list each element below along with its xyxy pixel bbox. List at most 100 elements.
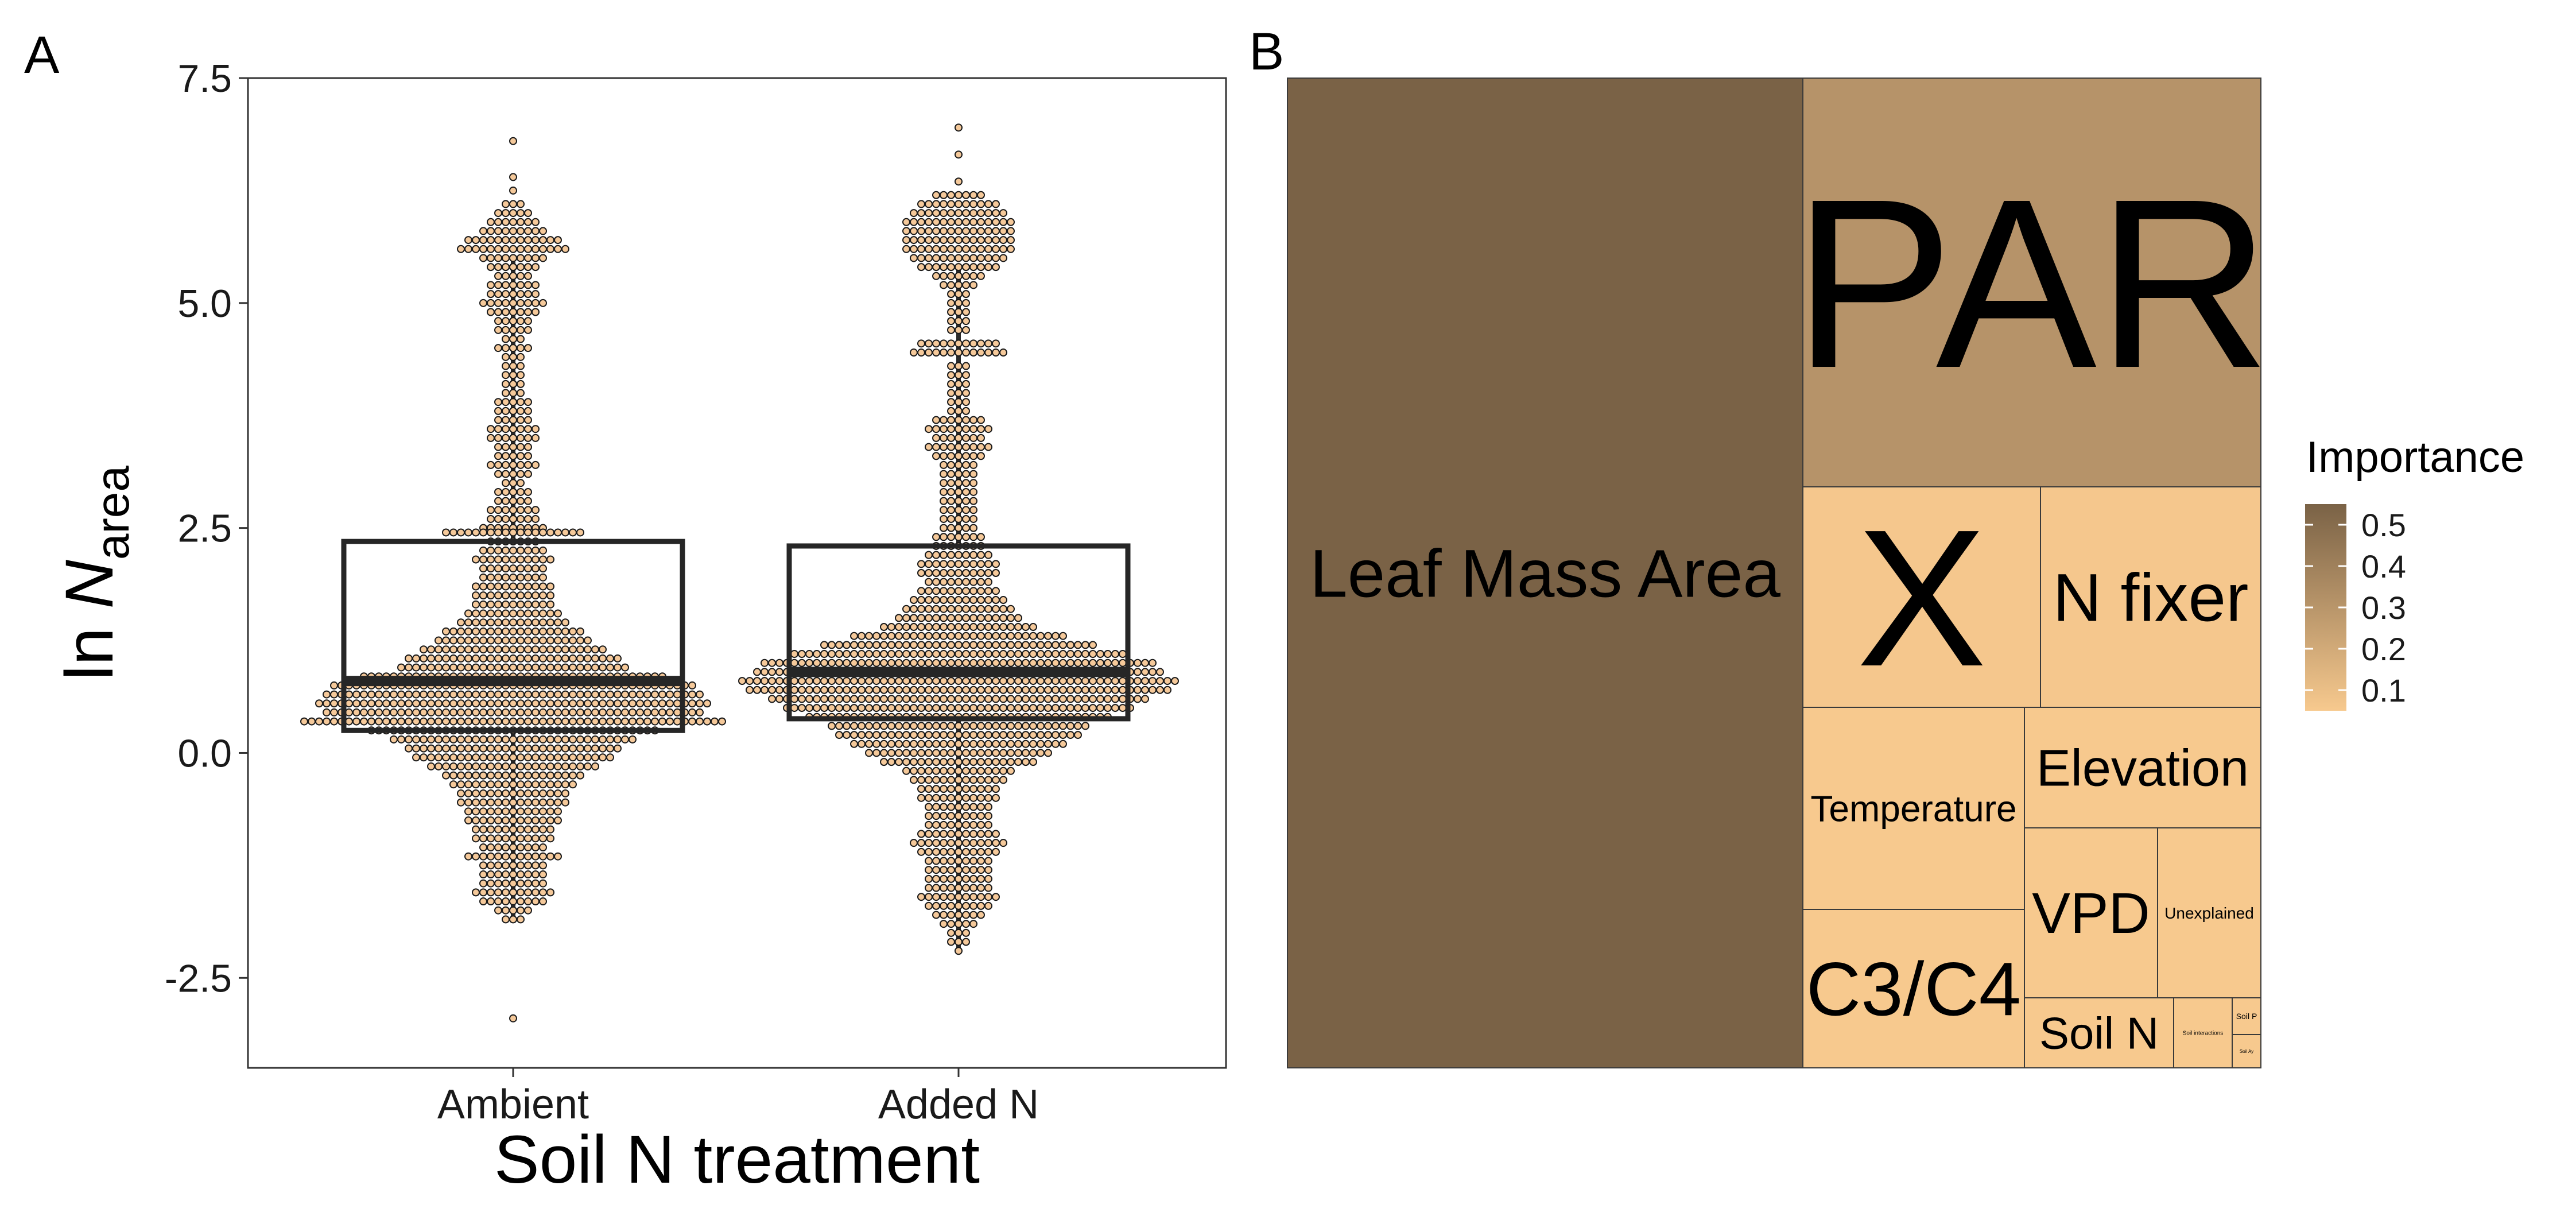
data-point [576,654,584,663]
data-point [798,677,806,685]
data-point [955,766,963,775]
data-point [925,884,933,892]
data-point [464,699,472,708]
data-point [494,443,502,451]
data-point [977,758,985,766]
data-point [532,600,540,609]
data-point [962,839,970,847]
data-point [962,348,970,357]
data-point [984,866,992,874]
data-point [606,690,614,699]
data-point [1059,704,1067,712]
legend-title: Importance [2306,433,2524,482]
data-point [955,506,963,514]
data-point [872,722,880,730]
data-point [1074,695,1082,703]
data-point [775,695,783,703]
data-point [502,816,510,824]
data-point [532,218,540,226]
data-point [569,528,577,537]
data-point [517,780,525,789]
data-point [524,236,532,245]
treemap-tile-leaf-mass-area: Leaf Mass Area [1287,78,1803,1068]
data-point [494,897,502,906]
data-point [940,911,948,919]
data-point [940,191,948,199]
data-point [509,546,517,555]
data-point [1052,659,1060,667]
data-point [805,695,813,703]
data-point [539,528,547,537]
data-point [718,717,726,726]
data-point [940,443,948,451]
data-point [940,433,948,442]
data-point [932,857,940,865]
data-point [932,623,940,632]
data-point [1044,695,1052,703]
data-point [910,766,918,775]
data-point [584,753,592,762]
data-point [977,695,985,703]
data-point [865,659,873,667]
data-point [850,677,858,685]
data-point [352,699,360,708]
data-point [925,847,933,856]
data-point [858,731,866,739]
data-point [962,605,970,613]
data-point [524,317,532,326]
data-point [969,272,977,280]
data-point [947,551,955,559]
data-point [449,708,457,716]
data-point [517,609,525,618]
data-point [554,636,562,645]
data-point [932,227,940,235]
data-point [442,744,450,753]
data-point [487,245,495,253]
data-point [955,569,963,577]
data-point [1059,739,1067,748]
data-point [813,659,821,667]
data-point [524,663,532,672]
data-point [457,690,465,699]
data-point [902,641,910,649]
data-point [502,227,510,235]
data-point [969,901,977,910]
data-point [1066,677,1074,685]
y-tick-label: 7.5 [177,57,232,100]
data-point [932,200,940,208]
data-point [947,470,955,478]
data-point [352,690,360,699]
data-point [561,618,569,627]
data-point [902,695,910,703]
data-point [517,452,525,460]
data-point [865,632,873,640]
data-point [517,573,525,582]
data-point [532,227,540,235]
data-point [969,695,977,703]
data-point [947,901,955,910]
data-point [703,699,711,708]
data-point [999,614,1007,622]
data-point [539,582,547,591]
data-point [494,807,502,816]
data-point [658,717,666,726]
data-point [887,659,895,667]
data-point [962,641,970,649]
data-point [599,708,607,716]
y-tick-label: 2.5 [177,507,232,551]
data-point [449,636,457,645]
data-point [1096,677,1104,685]
data-point [479,636,487,645]
data-point [502,843,510,852]
data-point [539,771,547,780]
data-point [412,753,420,762]
data-point [487,263,495,272]
data-point [962,299,970,307]
data-point [1022,704,1030,712]
tile-rect [2024,707,2261,828]
data-point [546,645,554,654]
data-point [955,389,963,397]
data-point [955,452,963,460]
data-point [584,717,592,726]
data-point [1059,677,1067,685]
